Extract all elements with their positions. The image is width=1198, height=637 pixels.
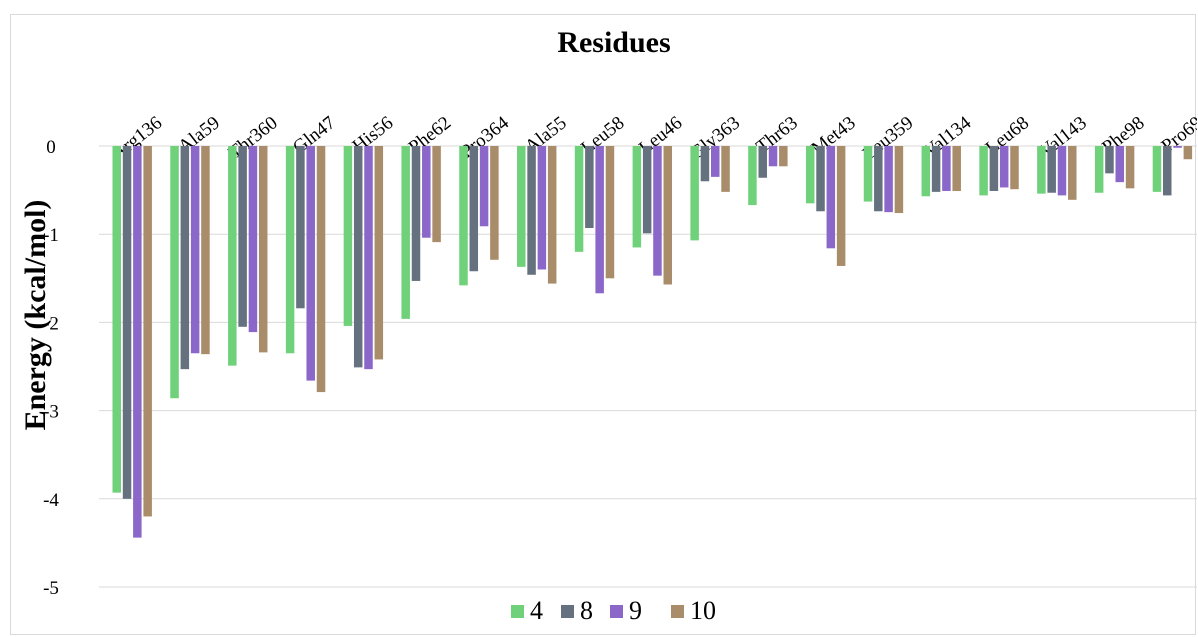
legend-swatch [511, 605, 524, 618]
bar [364, 146, 373, 370]
bar [721, 146, 730, 192]
bar [931, 146, 941, 192]
bar-chart: Residues Energy (kcal/mol) 0 -1 -2 -3 -4 -5 A… [19, 26, 1197, 625]
bar [411, 146, 421, 281]
legend-swatch [561, 605, 574, 618]
y-axis-label: Energy (kcal/mol) [19, 200, 52, 431]
bar [238, 146, 247, 327]
bar [1047, 146, 1056, 193]
bar [527, 146, 536, 275]
bar [595, 146, 604, 294]
bar [758, 146, 767, 178]
chart-title: Residues [557, 26, 670, 59]
bar [999, 146, 1009, 188]
bar [826, 146, 836, 249]
bar [632, 146, 642, 248]
bar [874, 146, 883, 212]
gridlines [99, 145, 1197, 588]
bar [979, 146, 988, 196]
bar [1057, 146, 1067, 196]
legend-label: 9 [629, 596, 642, 625]
bar [343, 146, 353, 326]
legend-swatch [610, 605, 623, 618]
bar [779, 146, 788, 167]
bar [952, 146, 961, 191]
bar [1094, 146, 1104, 193]
bar [248, 146, 258, 333]
legend: 4 8 9 10 [511, 596, 716, 625]
bar [170, 146, 179, 399]
bar [653, 146, 662, 276]
bar [921, 146, 931, 197]
bar [700, 146, 710, 182]
bar [133, 146, 142, 538]
bar [642, 146, 652, 234]
bar [690, 146, 699, 241]
bar [374, 146, 384, 360]
legend-label: 4 [530, 596, 543, 625]
y-tick-label: -4 [43, 490, 59, 511]
y-tick-label: -3 [43, 402, 59, 423]
bar [884, 146, 893, 213]
bar [1010, 146, 1019, 190]
bar [710, 146, 720, 177]
y-tick-labels: 0 -1 -2 -3 -4 -5 [43, 137, 59, 599]
legend-label: 8 [580, 596, 593, 625]
bar [1068, 146, 1077, 200]
bar [894, 146, 904, 214]
bar [316, 146, 326, 393]
y-tick-label: -1 [43, 225, 59, 246]
y-tick-label: -5 [43, 578, 59, 599]
bar [585, 146, 594, 229]
legend-swatch [671, 605, 684, 618]
bar [1125, 146, 1135, 189]
bar [663, 146, 673, 285]
bar [1163, 146, 1172, 196]
bar [547, 146, 557, 284]
bar [122, 146, 132, 499]
bar [490, 146, 499, 260]
bar [816, 146, 825, 212]
bar [401, 146, 410, 319]
bar [422, 146, 431, 238]
y-tick-label: -2 [43, 313, 59, 334]
bar [1105, 146, 1114, 174]
bar [296, 146, 305, 309]
bar [143, 146, 152, 517]
bar [768, 146, 778, 167]
bar [479, 146, 489, 227]
bar [469, 146, 479, 272]
category-labels: Arg136 Ala59 Thr360 Gln47 His56 Phe62 Pro364 Al… [108, 112, 1197, 165]
bar [942, 146, 951, 191]
legend-label: 10 [690, 596, 716, 625]
bar [863, 146, 873, 202]
bar [432, 146, 441, 243]
bar [836, 146, 846, 266]
bar [258, 146, 268, 353]
bar [112, 146, 121, 493]
bar [285, 146, 295, 354]
bar [201, 146, 210, 355]
y-tick-label: 0 [46, 137, 56, 158]
bar [1173, 146, 1182, 148]
bar [748, 146, 757, 206]
bar [459, 146, 468, 286]
bar [180, 146, 190, 370]
bar [605, 146, 615, 279]
bar [989, 146, 999, 191]
chart-container: Residues Energy (kcal/mol) 0 -1 -2 -3 -4 -5 A… [10, 14, 1197, 635]
bar [1115, 146, 1125, 183]
bar [1183, 146, 1193, 160]
bar [537, 146, 547, 270]
bars [112, 146, 1193, 538]
bar [574, 146, 584, 252]
bar [353, 146, 363, 368]
bar [1152, 146, 1162, 192]
bar [306, 146, 315, 381]
bar [1037, 146, 1046, 194]
bar [228, 146, 237, 366]
bar [190, 146, 200, 354]
bar [517, 146, 526, 267]
bar [805, 146, 815, 204]
